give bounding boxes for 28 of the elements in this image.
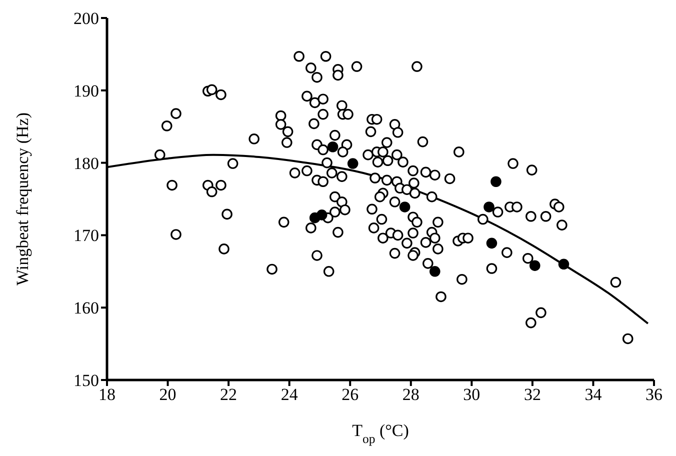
y-tick-label: 160 (74, 298, 99, 318)
y-tick-label: 200 (74, 9, 99, 28)
x-tick-label: 22 (220, 385, 238, 404)
x-tick-label: 30 (463, 385, 480, 404)
point (558, 258, 570, 270)
x-tick-label: 20 (159, 385, 176, 404)
y-tick-label: 150 (74, 371, 99, 390)
point (316, 210, 328, 220)
x-tick-label: 18 (98, 385, 116, 404)
x-tick-label: 32 (524, 385, 541, 404)
x-tick-label: 28 (402, 385, 420, 404)
point (490, 176, 502, 188)
point (327, 141, 338, 152)
x-tick-label: 34 (584, 385, 602, 404)
point (429, 266, 440, 277)
point (484, 202, 494, 212)
point (486, 238, 498, 249)
x-tick-label: 24 (280, 385, 298, 404)
y-tick-label: 190 (74, 81, 99, 100)
y-axis-title: Wingbeat frequency (Hz) (13, 112, 32, 286)
y-tick-label: 180 (74, 154, 99, 173)
x-axis-title: T$_{op}$ (°C) (352, 421, 409, 446)
point (529, 260, 540, 272)
point (347, 158, 358, 169)
y-tick-label: 170 (74, 226, 99, 246)
x-tick-label: 36 (646, 385, 662, 404)
point (399, 202, 410, 212)
x-tick-label: 26 (342, 385, 359, 404)
